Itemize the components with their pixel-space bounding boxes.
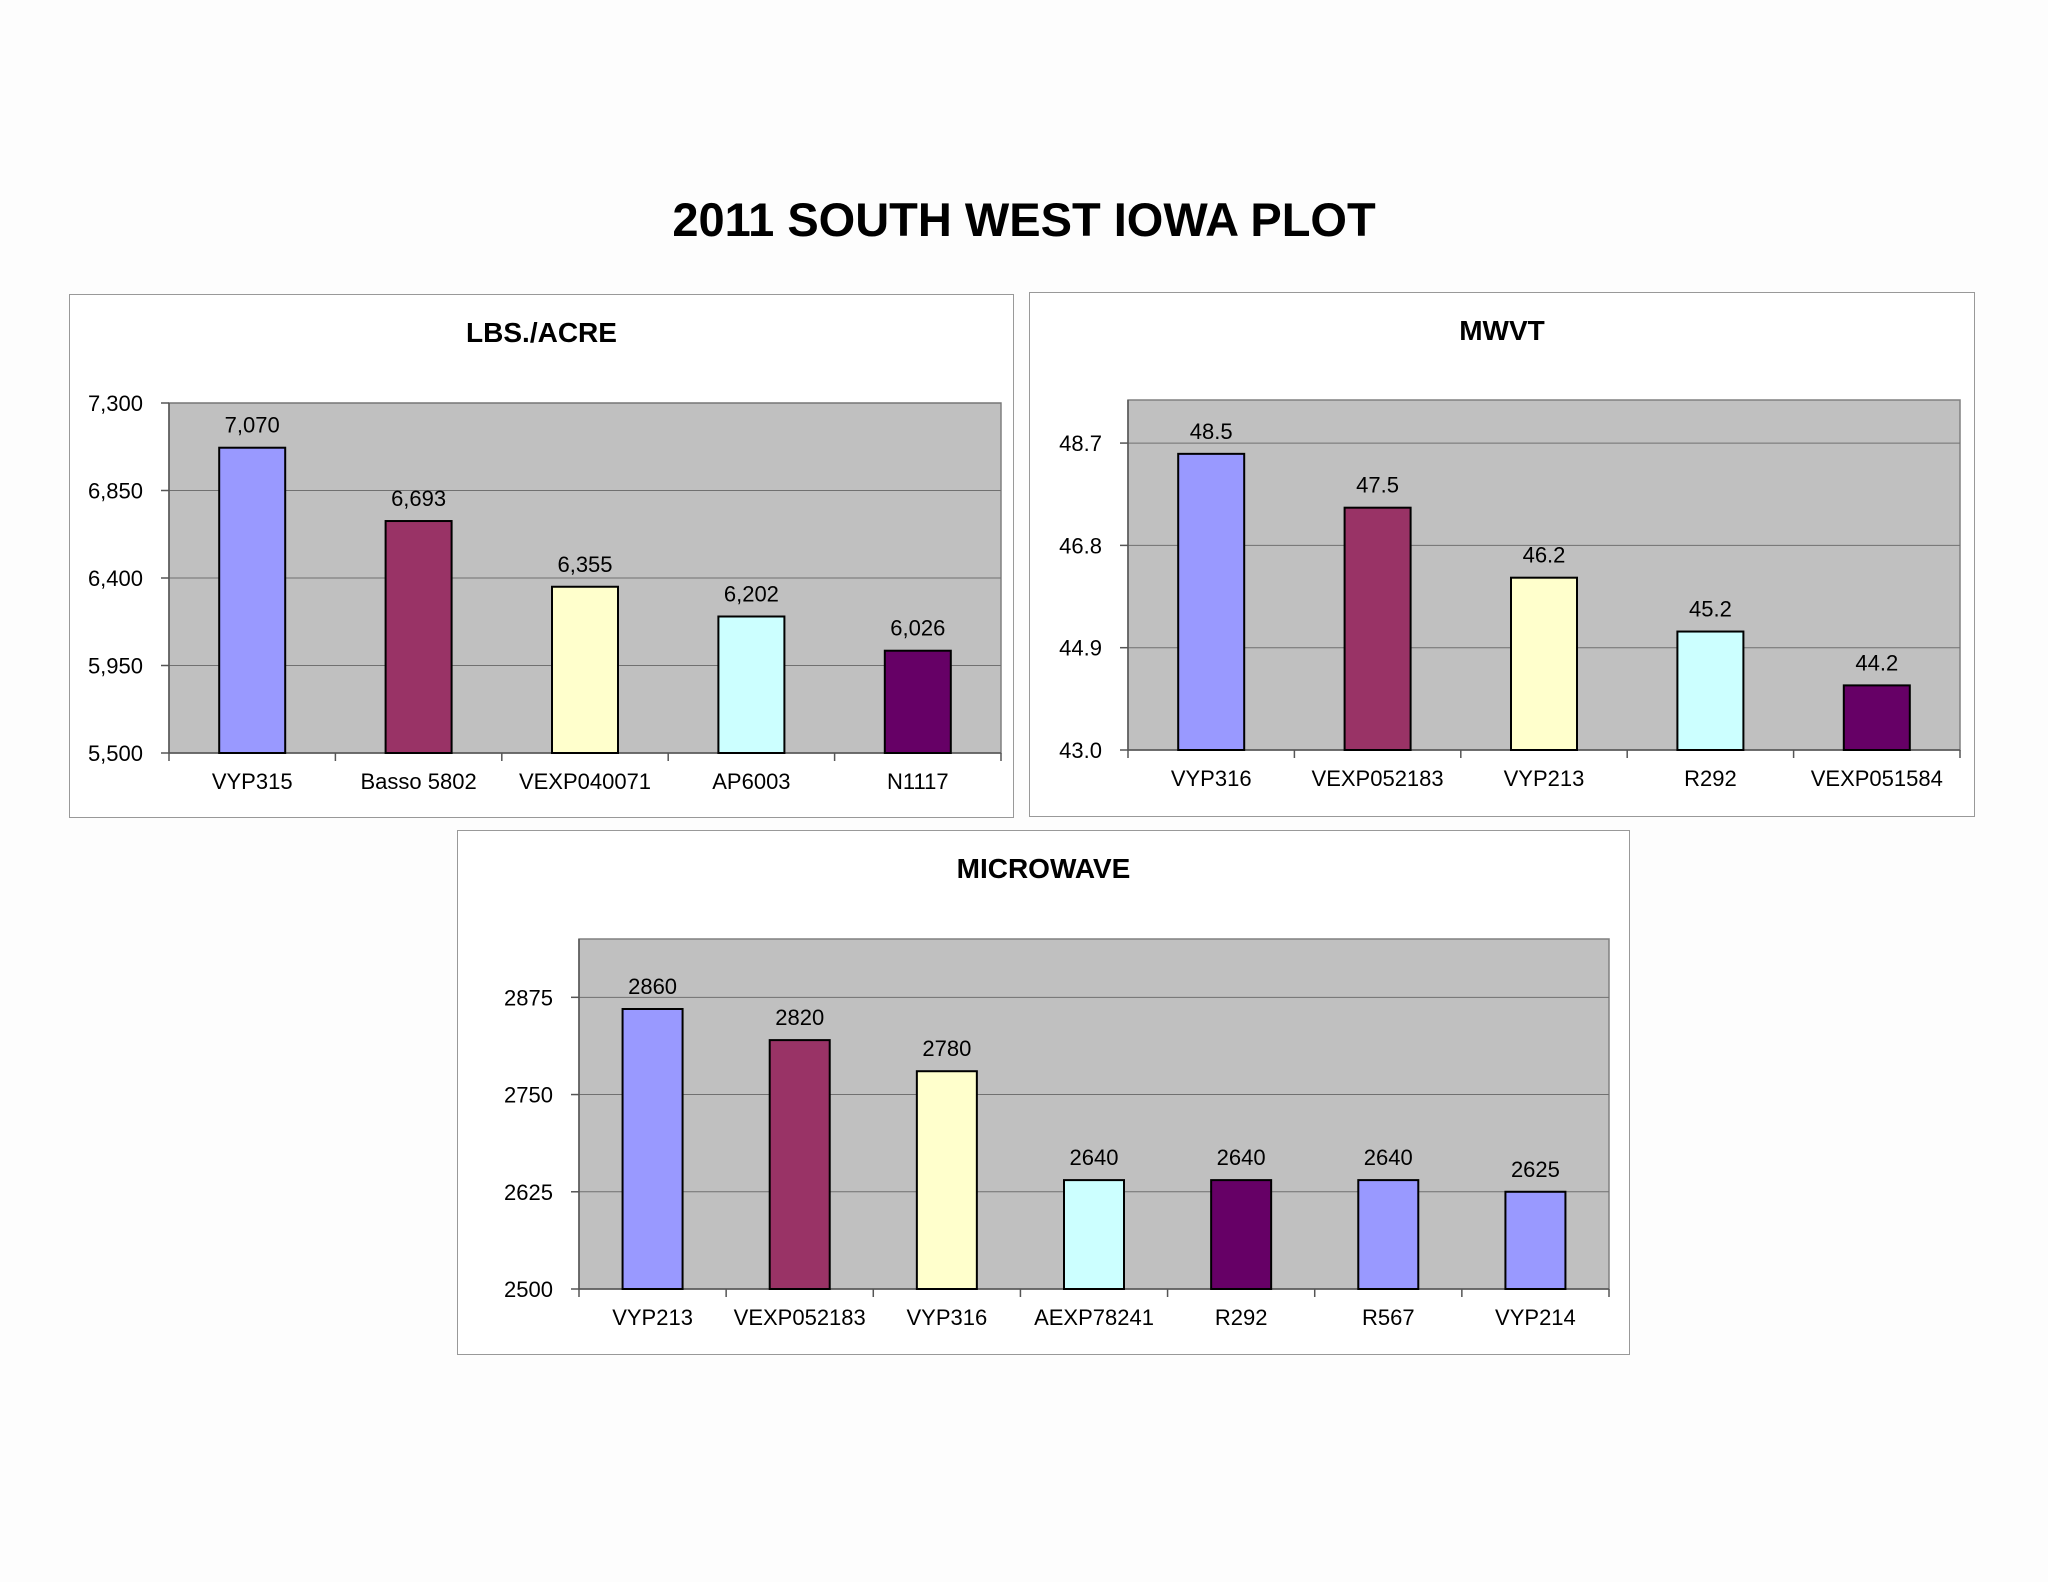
x-tick-label: VYP213 xyxy=(1504,766,1585,791)
data-label: 48.5 xyxy=(1190,419,1233,444)
bar-vexp051584 xyxy=(1842,684,1911,751)
chart-title-microwave: MICROWAVE xyxy=(956,853,1131,884)
chart-title-lbs-acre: LBS./ACRE xyxy=(466,317,617,348)
x-tick-label: VEXP052183 xyxy=(1312,766,1444,791)
y-tick-label: 2750 xyxy=(504,1083,553,1108)
data-label: 2640 xyxy=(1070,1145,1119,1170)
chart-panel-lbs-acre: LBS./ACRE 5,500 5,950 6,400 6,850 7,300 7,070… xyxy=(69,294,1014,818)
bar-vexp040071 xyxy=(551,585,619,754)
bar-n1117 xyxy=(883,649,952,755)
data-label: 7,070 xyxy=(225,413,280,438)
y-tick-label: 48.7 xyxy=(1059,431,1102,456)
bar-vyp213 xyxy=(1510,576,1578,752)
data-label: 6,355 xyxy=(557,552,612,577)
bar-vexp052183 xyxy=(768,1039,831,1290)
bar-aexp78241 xyxy=(1063,1179,1125,1290)
chart-mwvt: 43.0 44.9 46.8 48.7 48.5 VYP316 47.5 VEXP052183… xyxy=(1059,399,1961,791)
data-label: 44.2 xyxy=(1855,650,1898,675)
x-tick-label: Basso 5802 xyxy=(360,769,476,794)
page-title: 2011 SOUTH WEST IOWA PLOT xyxy=(672,193,1376,246)
chart-microwave: 2500 2625 2750 2875 2860 VYP213 2820 VEXP052183… xyxy=(504,938,1610,1330)
bar-vyp214 xyxy=(1504,1190,1567,1290)
data-label: 2640 xyxy=(1217,1145,1266,1170)
y-tick-label: 46.8 xyxy=(1059,533,1102,558)
x-tick-label: AP6003 xyxy=(712,769,790,794)
y-tick-label: 44.9 xyxy=(1059,636,1102,661)
bar-vyp316 xyxy=(915,1070,978,1290)
chart-panel-microwave: MICROWAVE 2500 2625 2750 2875 2860 VYP213 2820… xyxy=(457,830,1630,1355)
bar-vexp052183 xyxy=(1343,506,1412,751)
data-label: 45.2 xyxy=(1689,597,1732,622)
x-tick-label: VYP315 xyxy=(212,769,293,794)
chart-panel-mwvt: MWVT 43.0 44.9 46.8 48.7 48.5 VYP316 47.5 VEXP0… xyxy=(1029,292,1975,817)
x-tick-label: R292 xyxy=(1215,1305,1268,1330)
y-tick-label: 2500 xyxy=(504,1277,553,1302)
bar-r292 xyxy=(1210,1179,1273,1290)
bar-vyp315 xyxy=(218,446,287,754)
x-tick-label: N1117 xyxy=(887,769,949,794)
y-tick-label: 6,400 xyxy=(88,566,143,591)
data-label: 2780 xyxy=(922,1036,971,1061)
x-tick-label: VEXP040071 xyxy=(519,769,651,794)
bar-basso-5802 xyxy=(384,520,453,754)
y-tick-label: 6,850 xyxy=(88,479,143,504)
y-tick-label: 7,300 xyxy=(88,391,143,416)
x-tick-label: R292 xyxy=(1684,766,1737,791)
bar-vyp213 xyxy=(621,1008,684,1290)
data-label: 6,202 xyxy=(724,582,779,607)
y-tick-label: 5,500 xyxy=(88,741,143,766)
y-tick-label: 2625 xyxy=(504,1180,553,1205)
x-tick-label: VEXP051584 xyxy=(1811,766,1943,791)
bar-ap6003 xyxy=(717,615,786,754)
x-tick-label: VEXP052183 xyxy=(734,1305,866,1330)
x-tick-label: VYP316 xyxy=(1171,766,1252,791)
bar-r292 xyxy=(1676,630,1745,751)
x-tick-label: VYP213 xyxy=(612,1305,693,1330)
data-label: 6,693 xyxy=(391,486,446,511)
data-label: 47.5 xyxy=(1356,473,1399,498)
data-label: 2820 xyxy=(775,1005,824,1030)
chart-title-mwvt: MWVT xyxy=(1459,315,1545,346)
data-label: 6,026 xyxy=(890,616,945,641)
chart-lbs-acre: 5,500 5,950 6,400 6,850 7,300 7,070 VYP315 6,69… xyxy=(88,391,1002,794)
bar-r567 xyxy=(1357,1179,1420,1290)
x-tick-label: VYP214 xyxy=(1495,1305,1576,1330)
y-tick-label: 43.0 xyxy=(1059,738,1102,763)
x-tick-label: AEXP78241 xyxy=(1034,1305,1154,1330)
data-label: 2860 xyxy=(628,974,677,999)
bar-vyp316 xyxy=(1177,452,1246,751)
x-tick-label: VYP316 xyxy=(906,1305,987,1330)
data-label: 2640 xyxy=(1364,1145,1413,1170)
x-tick-label: R567 xyxy=(1362,1305,1415,1330)
y-tick-label: 2875 xyxy=(504,985,553,1010)
y-tick-label: 5,950 xyxy=(88,654,143,679)
data-label: 2625 xyxy=(1511,1157,1560,1182)
data-label: 46.2 xyxy=(1523,543,1566,568)
